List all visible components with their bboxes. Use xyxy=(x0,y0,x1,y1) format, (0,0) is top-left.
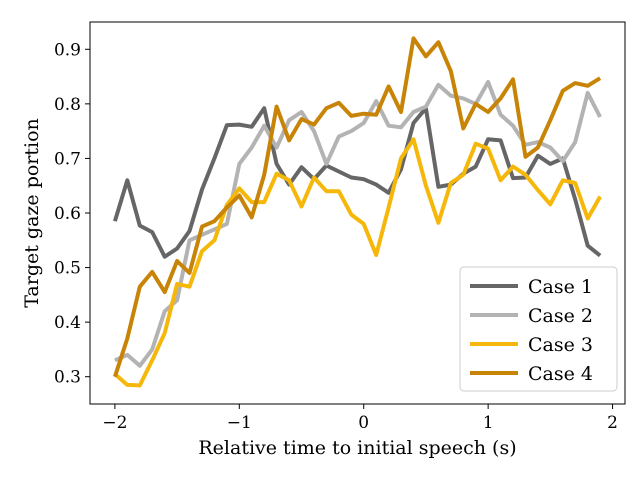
series-line-case-2 xyxy=(114,80,602,368)
legend: Case 1 Case 2 Case 3 Case 4 xyxy=(459,266,618,392)
y-axis: 0.3 0.4 0.5 0.6 0.7 0.8 0.9 xyxy=(54,40,90,388)
y-tick-label: 0.5 xyxy=(54,259,81,279)
y-tick-label: 0.7 xyxy=(54,149,81,169)
y-tick-label: 0.9 xyxy=(54,40,81,60)
legend-box xyxy=(459,266,618,392)
x-tick-label: 2 xyxy=(607,413,618,433)
series-line-case-1 xyxy=(112,106,602,259)
x-tick-label: −1 xyxy=(227,413,252,433)
y-tick-label: 0.8 xyxy=(54,95,81,115)
series-line-case-4 xyxy=(112,36,602,378)
y-axis-label: Target gaze portion xyxy=(21,118,43,308)
y-tick-label: 0.4 xyxy=(54,313,81,333)
legend-label: Case 3 xyxy=(528,334,593,356)
x-axis-label: Relative time to initial speech (s) xyxy=(198,437,516,459)
x-tick-label: 1 xyxy=(483,413,494,433)
series-line-case-3 xyxy=(113,137,602,388)
legend-label: Case 2 xyxy=(528,305,593,327)
y-tick-label: 0.3 xyxy=(54,368,81,388)
plot-lines xyxy=(112,36,602,388)
legend-label: Case 1 xyxy=(528,276,593,298)
x-tick-label: 0 xyxy=(358,413,369,433)
legend-label: Case 4 xyxy=(528,363,593,385)
y-tick-label: 0.6 xyxy=(54,204,81,224)
x-axis: −2 −1 0 1 2 xyxy=(102,404,618,433)
x-tick-label: −2 xyxy=(102,413,127,433)
